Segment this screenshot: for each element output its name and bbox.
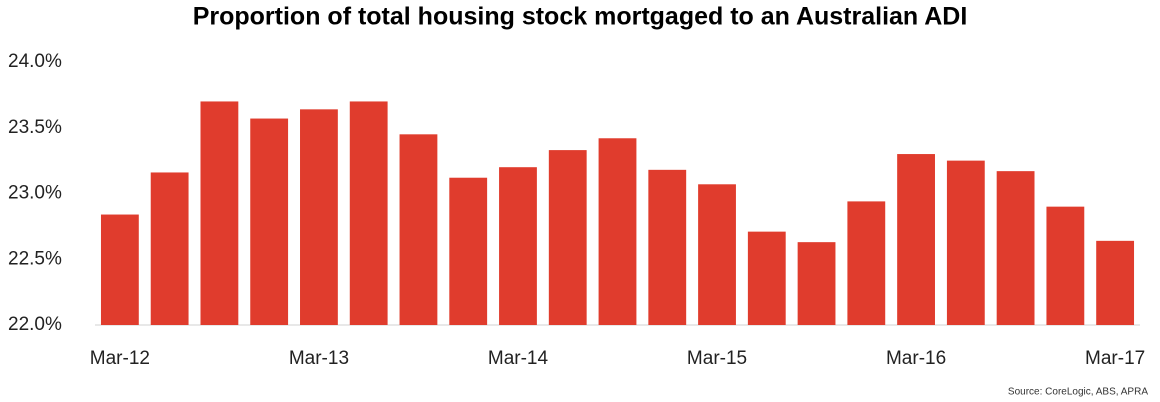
chart-title: Proportion of total housing stock mortga… xyxy=(193,3,968,31)
bar xyxy=(946,160,985,325)
bar xyxy=(200,101,239,325)
bar xyxy=(996,171,1035,325)
bar xyxy=(598,138,637,325)
x-tick-label: Mar-14 xyxy=(488,348,549,369)
bar xyxy=(648,169,687,325)
bar xyxy=(747,231,786,325)
bar xyxy=(499,167,537,325)
y-tick-label: 23.5% xyxy=(8,117,62,138)
bar xyxy=(100,214,139,325)
bar xyxy=(847,201,886,325)
bar xyxy=(897,154,935,325)
y-tick-label: 23.0% xyxy=(8,183,62,204)
x-tick-label: Mar-15 xyxy=(687,348,747,369)
bar xyxy=(250,118,289,325)
bar xyxy=(1096,240,1135,325)
bar xyxy=(300,109,338,325)
bar xyxy=(449,177,488,325)
source-note: Source: CoreLogic, ABS, APRA xyxy=(1008,387,1148,398)
x-tick-label: Mar-17 xyxy=(1085,348,1145,369)
x-tick-label: Mar-16 xyxy=(886,348,946,369)
y-tick-label: 22.0% xyxy=(8,314,62,335)
bar xyxy=(150,172,189,325)
bar xyxy=(548,150,587,325)
bar xyxy=(1046,206,1085,325)
x-tick-label: Mar-13 xyxy=(289,348,349,369)
bar xyxy=(349,101,388,325)
bar xyxy=(399,134,438,325)
x-tick-label: Mar-12 xyxy=(90,348,150,369)
bar xyxy=(698,184,736,325)
y-tick-label: 22.5% xyxy=(8,248,62,269)
y-tick-label: 24.0% xyxy=(8,51,62,72)
bar xyxy=(797,242,836,325)
